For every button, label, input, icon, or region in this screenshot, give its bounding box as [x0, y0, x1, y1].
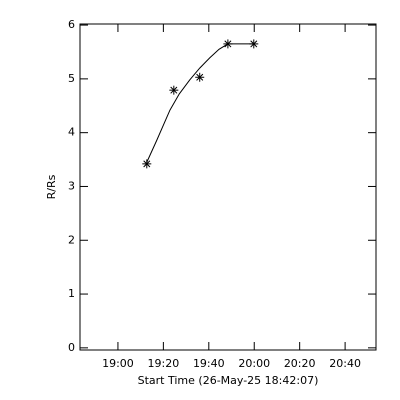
y-tick-label: 1: [68, 287, 75, 300]
y-tick-label: 2: [68, 233, 75, 246]
y-tick-label: 5: [68, 72, 75, 85]
y-tick-label: 0: [68, 341, 75, 354]
asterisk-marker: [142, 159, 152, 169]
x-tick-label: 19:00: [102, 357, 134, 370]
asterisk-marker: [169, 85, 179, 95]
marker-stroke: [250, 40, 258, 48]
y-axis-label: R/Rs: [45, 174, 58, 199]
marker-stroke: [224, 40, 232, 48]
fit-curve: [146, 43, 254, 163]
x-tick-label: 19:20: [148, 357, 180, 370]
x-tick-label: 20:40: [329, 357, 361, 370]
x-tick-label: 19:40: [193, 357, 225, 370]
x-tick-label: 20:00: [238, 357, 270, 370]
marker-stroke: [143, 160, 151, 168]
marker-stroke: [196, 73, 204, 81]
x-axis-label: Start Time (26-May-25 18:42:07): [138, 374, 319, 387]
asterisk-marker: [195, 72, 205, 82]
asterisk-marker: [223, 39, 233, 49]
asterisk-marker: [249, 39, 259, 49]
y-tick-label: 3: [68, 179, 75, 192]
y-tick-label: 4: [68, 126, 75, 139]
plot-frame: [79, 23, 377, 351]
y-tick-label: 6: [68, 18, 75, 31]
x-tick-label: 20:20: [284, 357, 316, 370]
marker-stroke: [170, 86, 178, 94]
